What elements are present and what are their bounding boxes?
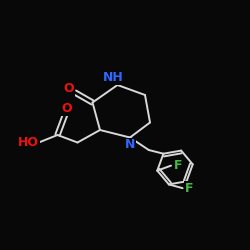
Text: O: O — [64, 82, 74, 95]
Text: O: O — [61, 102, 72, 115]
Text: HO: HO — [18, 136, 39, 149]
Text: N: N — [125, 138, 135, 151]
Text: F: F — [174, 159, 182, 172]
Text: NH: NH — [104, 71, 124, 84]
Text: F: F — [185, 182, 194, 195]
